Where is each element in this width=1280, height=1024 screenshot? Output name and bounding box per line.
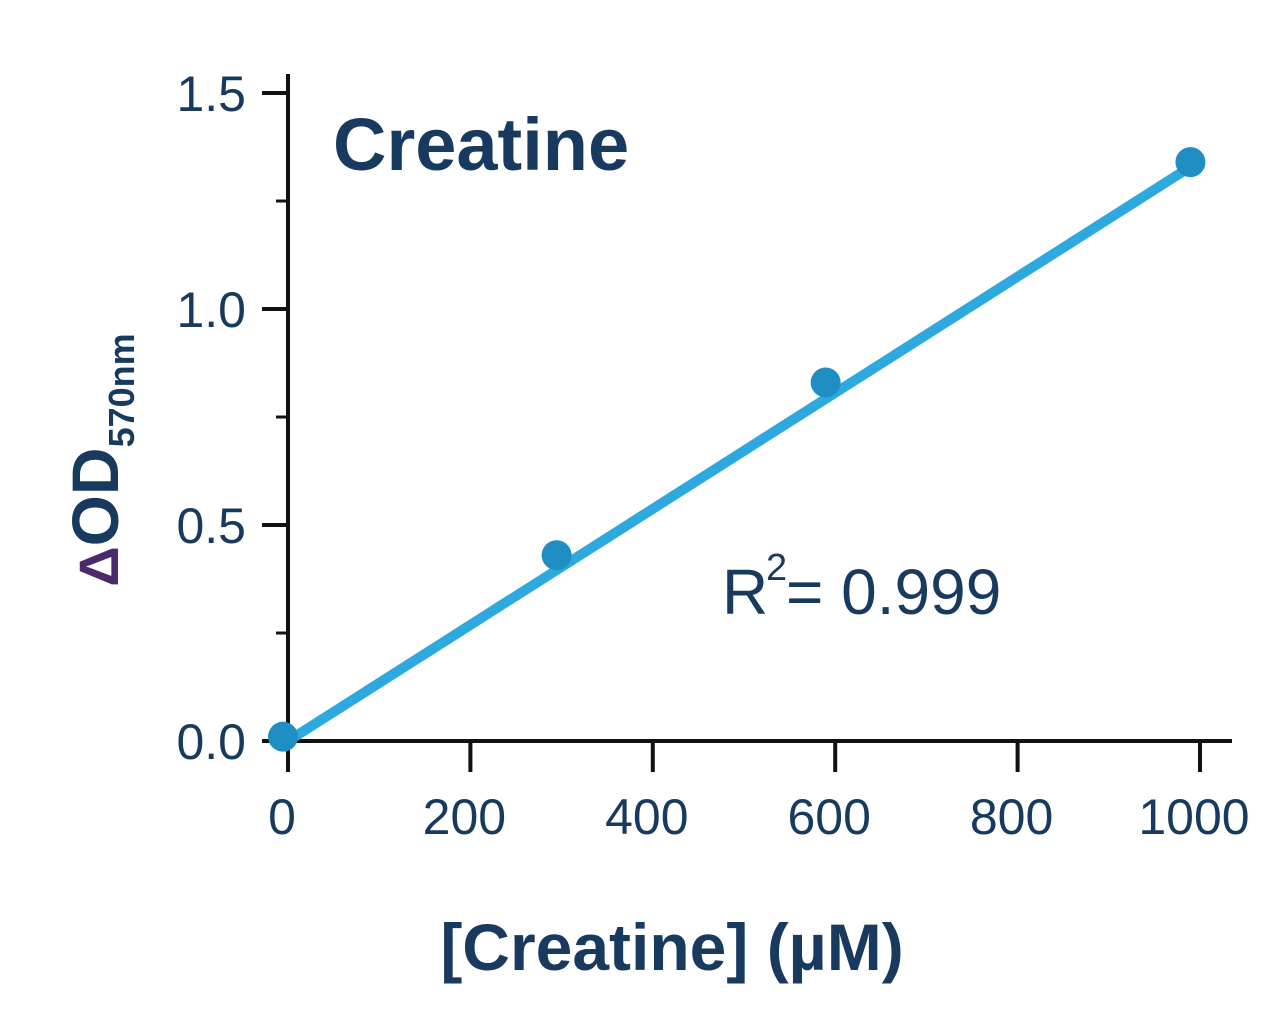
x-tick-label: 0: [268, 789, 296, 845]
r-squared-value: = 0.999: [786, 556, 1001, 628]
fit-line: [283, 161, 1196, 746]
data-points: [268, 147, 1206, 752]
y-tick-labels: 0.0 0.5 1.0 1.5: [176, 66, 246, 770]
y-axis-title-subscript: 570nm: [101, 333, 142, 447]
x-tick-label: 600: [787, 789, 870, 845]
r-squared-base: R: [722, 556, 768, 628]
data-point: [541, 540, 572, 571]
data-point: [268, 721, 298, 752]
x-tick-label: 200: [423, 789, 506, 845]
svg-text:ΔOD570nm: ΔOD570nm: [58, 333, 142, 586]
x-tick-label: 800: [970, 789, 1053, 845]
y-tick-label: 1.5: [176, 66, 246, 122]
y-axis-title-delta: Δ: [67, 546, 130, 586]
y-tick-label: 0.0: [176, 714, 246, 770]
x-tick-label: 1000: [1138, 789, 1249, 845]
x-axis-title: [Creatine] (µM): [440, 910, 903, 984]
r-squared-annotation: R: [722, 556, 768, 628]
r-squared-superscript: 2: [766, 547, 787, 589]
chart-title: Creatine: [333, 103, 629, 186]
y-tick-label: 1.0: [176, 282, 246, 338]
data-point: [1175, 147, 1206, 178]
x-tick-label: 400: [605, 789, 688, 845]
y-tick-label: 0.5: [176, 498, 246, 554]
data-point: [810, 367, 841, 398]
y-axis-title-main: OD: [58, 447, 132, 546]
fit-line-group: [283, 161, 1196, 746]
x-tick-labels: 0 200 400 600 800 1000: [268, 789, 1250, 845]
y-axis-title: ΔOD570nm: [58, 333, 142, 586]
